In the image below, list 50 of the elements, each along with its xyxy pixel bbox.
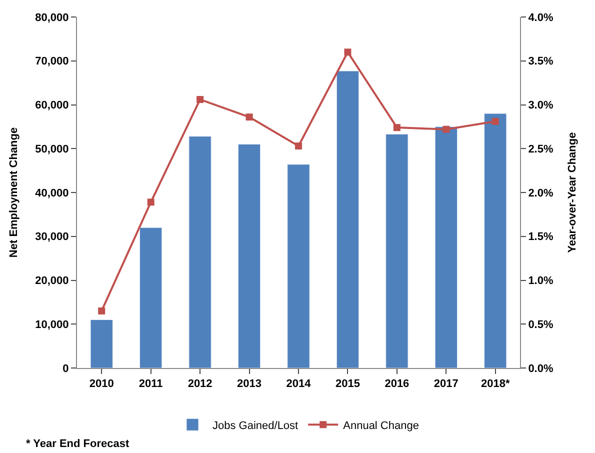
y-tick-label: 60,000	[35, 100, 69, 112]
y2-tick-label: 2.5%	[528, 143, 554, 156]
point	[393, 124, 400, 132]
y-tick-label: 30,000	[35, 231, 69, 244]
y2-tick-label: 1.0%	[528, 275, 554, 288]
x-tick-label: 2013	[237, 378, 262, 390]
legend-label: Jobs Gained/Lost	[212, 420, 298, 432]
point	[246, 114, 253, 121]
bar	[140, 227, 162, 368]
x-tick-label: 2018*	[481, 378, 510, 390]
bar	[434, 126, 458, 368]
y2-tick-label: 0.5%	[528, 318, 554, 331]
bar	[386, 134, 408, 368]
y-axis-title: Net Employment Change	[8, 127, 20, 258]
text: * Year End Forecast	[26, 438, 130, 450]
bar	[336, 70, 360, 368]
point	[442, 126, 450, 133]
bar	[238, 144, 261, 368]
y-tick-label: 70,000	[35, 56, 69, 68]
x-tick-label: 2016	[384, 378, 410, 390]
y-tick-label: 10,000	[35, 318, 69, 331]
x-tick-label: 2014	[286, 378, 312, 390]
y-tick-label: 80,000	[35, 12, 69, 24]
x-tick-label: 2017	[434, 378, 458, 390]
bar	[90, 319, 113, 368]
point	[344, 48, 352, 56]
y2-tick-label: 2.0%	[528, 187, 554, 200]
y2-tick-label: 3.5%	[528, 56, 554, 68]
y-tick-label: 40,000	[35, 187, 69, 200]
bar	[484, 113, 507, 368]
x-tick-label: 2012	[188, 378, 212, 390]
point	[492, 118, 499, 125]
point	[147, 198, 154, 206]
bar	[188, 136, 212, 368]
y-tick-label: 20,000	[35, 275, 69, 288]
y2-tick-label: 4.0%	[528, 12, 554, 24]
x-tick-label: 2011	[138, 378, 163, 390]
y-tick-label: 50,000	[35, 143, 69, 156]
x-tick-label: 2015	[335, 378, 360, 390]
y2-axis-title: Year-over-Year Change	[566, 132, 579, 253]
legend-label: Annual Change	[343, 420, 419, 432]
y2-tick-label: 1.5%	[528, 231, 554, 244]
y2-tick-label: 3.0%	[528, 100, 554, 112]
y-tick-label: 0	[62, 362, 69, 375]
point	[98, 307, 106, 314]
y2-tick-label: 0.0%	[528, 362, 554, 375]
bar	[287, 164, 310, 368]
x-tick-label: 2010	[89, 378, 114, 390]
point	[196, 96, 204, 103]
point	[295, 142, 302, 150]
